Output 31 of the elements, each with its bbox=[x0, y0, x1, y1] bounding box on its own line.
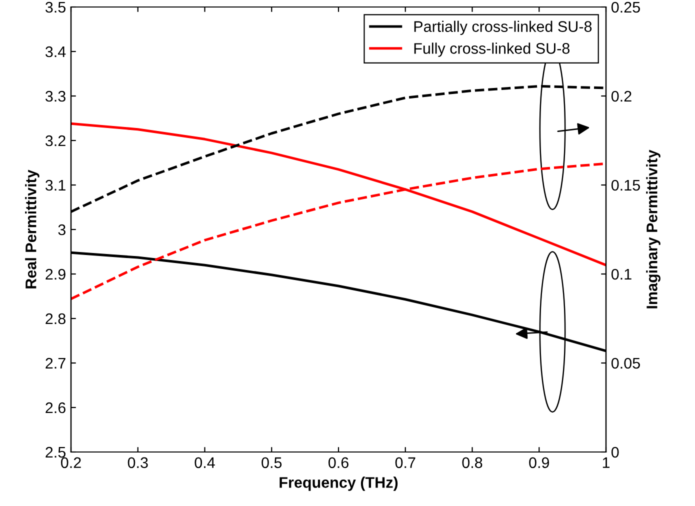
x-tick-label: 0.6 bbox=[328, 457, 348, 468]
x-tick-label: 0.9 bbox=[529, 457, 550, 468]
y-tick-label: 3.2 bbox=[45, 135, 66, 146]
y2-tick-label: 0.1 bbox=[611, 268, 632, 280]
y2-tick-label: 0.25 bbox=[611, 2, 640, 13]
x-tick-label: 0.3 bbox=[128, 457, 148, 468]
x-tick-label: 0.8 bbox=[462, 457, 482, 468]
y-tick-label: 3.5 bbox=[45, 2, 66, 13]
x-tick-label: 1 bbox=[602, 457, 610, 468]
y2-tick-label: 0 bbox=[611, 446, 619, 458]
x-tick-label: 0.7 bbox=[395, 457, 416, 468]
y2-tick-label: 0.2 bbox=[611, 90, 632, 102]
x-tick-label: 0.2 bbox=[60, 457, 81, 468]
y-tick-label: 3.3 bbox=[45, 90, 66, 102]
y-tick-label: 2.8 bbox=[46, 313, 66, 324]
y-tick-label: 2.5 bbox=[46, 446, 66, 458]
y2-tick-label: 0.05 bbox=[611, 358, 640, 369]
y-tick-label: 2.7 bbox=[46, 358, 66, 369]
y2-tick-label: 0.15 bbox=[611, 180, 640, 191]
y-axis-title: Real Permittivity bbox=[25, 170, 40, 288]
y-tick-label: 2.9 bbox=[46, 268, 66, 280]
y2-axis-title: Imaginary Permittivity bbox=[646, 150, 660, 308]
y-tick-label: 3.1 bbox=[45, 180, 66, 191]
y-tick-label: 3 bbox=[58, 224, 66, 236]
legend-label: Fully cross-linked SU-8 bbox=[414, 42, 570, 57]
x-tick-label: 0.4 bbox=[194, 457, 215, 468]
x-axis-title: Frequency (THz) bbox=[280, 476, 398, 491]
legend-label: Partially cross-linked SU-8 bbox=[414, 20, 592, 35]
x-tick-label: 0.5 bbox=[262, 457, 282, 468]
y-tick-label: 3.4 bbox=[45, 46, 66, 58]
y-tick-label: 2.6 bbox=[46, 402, 66, 414]
